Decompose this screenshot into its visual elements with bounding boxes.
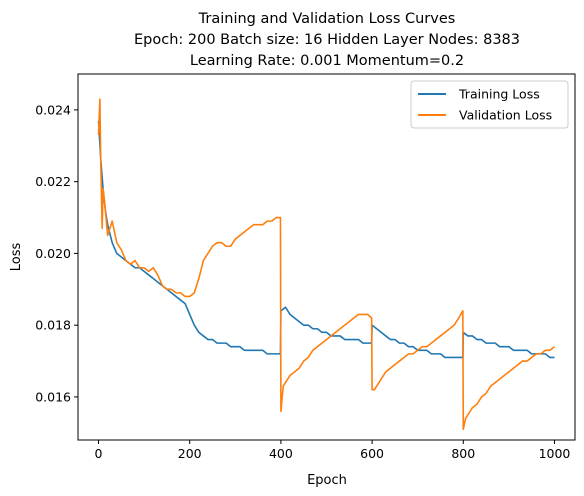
- x-tick-label: 200: [178, 446, 202, 461]
- series-layer: [97, 98, 555, 431]
- y-tick-label: 0.022: [35, 174, 71, 189]
- x-axis: 0 200 400 600 800 1000: [95, 440, 571, 461]
- y-axis: 0.016 0.018 0.020 0.022 0.024: [35, 102, 78, 404]
- x-tick-label: 800: [451, 446, 475, 461]
- legend-label-validation-loss: Validation Loss: [459, 108, 552, 123]
- plot-area: [77, 73, 576, 441]
- y-tick-label: 0.016: [35, 389, 71, 404]
- legend-label-training-loss: Training Loss: [458, 87, 540, 102]
- chart-title-line-1: Training and Validation Loss Curves: [198, 11, 456, 27]
- x-tick-label: 1000: [539, 446, 571, 461]
- series-line-training-loss: [97, 120, 555, 359]
- y-tick-label: 0.024: [35, 102, 71, 117]
- chart-title-line-3: Learning Rate: 0.001 Momentum=0.2: [190, 53, 464, 69]
- series-line-validation-loss: [97, 98, 555, 431]
- x-tick-label: 400: [269, 446, 293, 461]
- legend: Training Loss Validation Loss: [410, 80, 569, 129]
- y-tick-label: 0.020: [35, 246, 71, 261]
- legend-box: [410, 80, 569, 129]
- y-tick-label: 0.018: [35, 318, 71, 333]
- chart-title: Training and Validation Loss Curves Epoc…: [134, 11, 520, 69]
- y-axis-label: Loss: [9, 243, 24, 272]
- x-tick-label: 600: [360, 446, 384, 461]
- chart-title-line-2: Epoch: 200 Batch size: 16 Hidden Layer N…: [134, 32, 520, 48]
- plot-frame: [77, 73, 576, 441]
- x-axis-label: Epoch: [307, 473, 347, 488]
- x-tick-label: 0: [95, 446, 103, 461]
